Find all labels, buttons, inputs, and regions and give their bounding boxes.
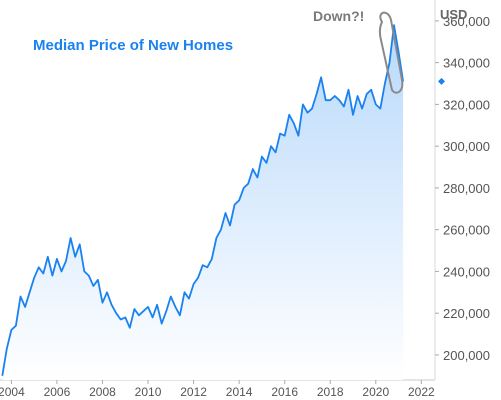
y-tick-label: 240,000 [443,264,490,279]
price-area-fill [2,25,404,380]
y-tick-label: 260,000 [443,223,490,238]
y-tick-label: 340,000 [443,56,490,71]
x-tick-label: 2004 [0,385,25,399]
x-tick-label: 2006 [44,385,71,399]
x-tick-label: 2022 [408,385,435,399]
x-tick-label: 2016 [271,385,298,399]
chart-title: Median Price of New Homes [33,37,233,54]
y-tick-label: 360,000 [443,14,490,29]
y-tick-label: 220,000 [443,306,490,321]
y-tick-label: 320,000 [443,97,490,112]
y-tick-label: 280,000 [443,181,490,196]
last-value-marker [438,77,445,85]
y-tick-label: 300,000 [443,139,490,154]
annotation-loop [378,11,404,94]
x-tick-label: 2012 [180,385,207,399]
x-tick-label: 2018 [317,385,344,399]
annotation-text: Down?! [313,8,364,24]
y-axis-unit-label: USD [440,7,467,22]
y-tick-label: 200,000 [443,348,490,363]
x-tick-label: 2010 [135,385,162,399]
x-tick-label: 2014 [226,385,253,399]
x-tick-label: 2020 [362,385,389,399]
price-series-line [1,24,404,376]
x-tick-label: 2008 [89,385,116,399]
